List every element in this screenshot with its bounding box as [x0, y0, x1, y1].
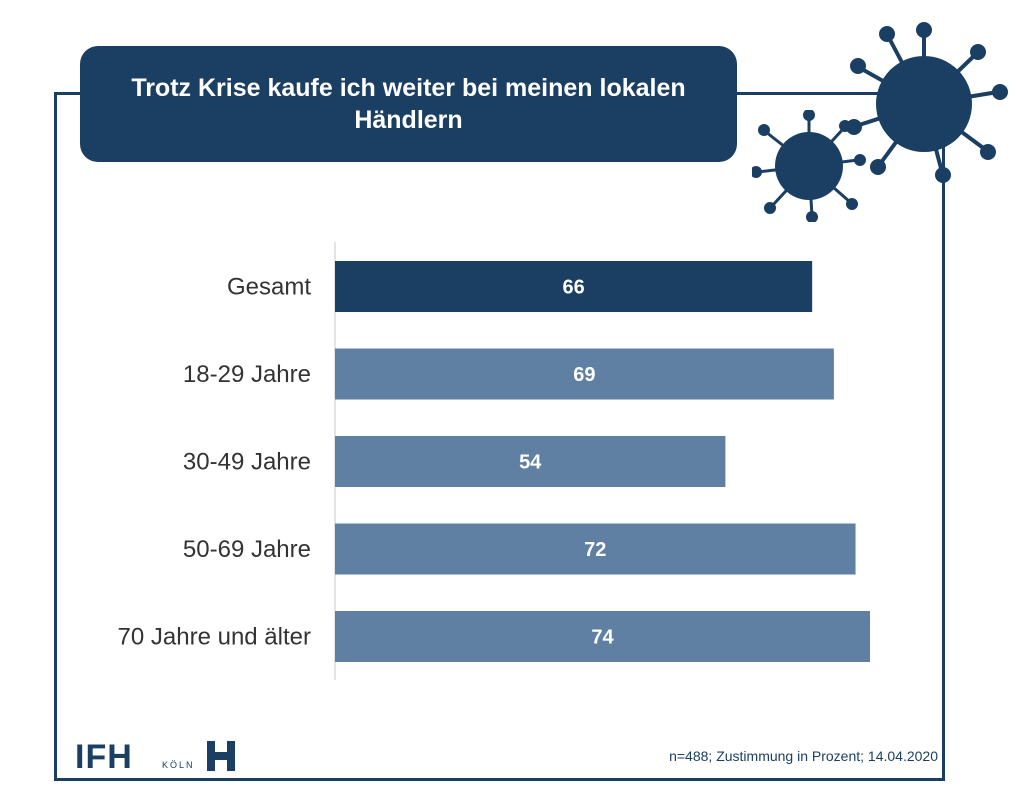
- category-label-1: 18-29 Jahre: [183, 361, 311, 388]
- data-label-1: 69: [573, 364, 595, 386]
- bar-4: [335, 611, 870, 662]
- category-label-4: 70 Jahre und älter: [118, 624, 311, 651]
- chart-title: Trotz Krise kaufe ich weiter bei meinen …: [80, 46, 737, 162]
- category-label-3: 50-69 Jahre: [183, 536, 311, 563]
- data-label-3: 72: [584, 539, 606, 561]
- data-label-2: 54: [519, 452, 542, 474]
- logo-mark-icon: [207, 741, 235, 771]
- bar-1: [335, 348, 834, 400]
- virus-small-icon: [752, 110, 866, 222]
- bar-0: [335, 261, 813, 312]
- data-label-4: 74: [591, 627, 614, 649]
- data-label-0: 66: [562, 277, 584, 299]
- logo-wordmark: IFH: [75, 738, 133, 776]
- category-label-2: 30-49 Jahre: [183, 449, 311, 476]
- category-label-0: Gesamt: [227, 274, 311, 301]
- virus-large-icon: [846, 22, 1008, 183]
- bar-2: [335, 436, 726, 487]
- footnote: n=488; Zustimmung in Prozent; 14.04.2020: [669, 748, 938, 764]
- logo-city: KÖLN: [162, 760, 195, 770]
- bar-3: [335, 523, 856, 575]
